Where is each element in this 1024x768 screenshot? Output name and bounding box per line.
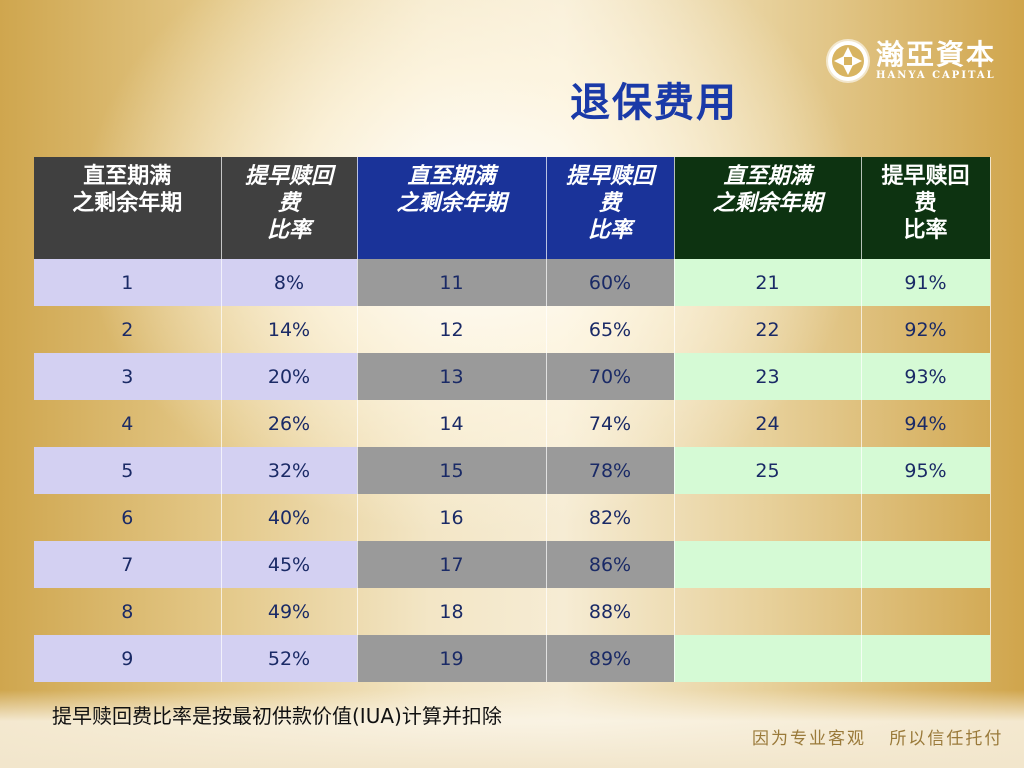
table-cell: 65% [546,306,675,353]
table-cell: 95% [861,447,991,494]
table-cell [861,588,991,635]
table-cell: 14% [221,306,358,353]
logo-name-cn: 瀚亞資本 [876,38,997,71]
table-cell: 5 [34,447,222,494]
table-cell [861,635,991,682]
company-logo: 瀚亞資本 HANYA CAPITAL [828,40,996,81]
table-row: 5 32% 15 78% 25 95% [34,447,991,494]
table-cell: 89% [546,635,675,682]
table-cell: 78% [546,447,675,494]
table-cell: 21 [674,259,862,306]
table-cell: 40% [221,494,358,541]
table-cell: 8% [221,259,358,306]
bottom-band [0,690,1024,768]
table-cell: 26% [221,400,358,447]
table-cell [674,541,862,588]
table-cell: 22 [674,306,862,353]
table-cell: 2 [34,306,222,353]
table-cell: 70% [546,353,675,400]
header-fee-rate-3: 提早赎回 费 比率 [861,157,991,259]
table-cell: 88% [546,588,675,635]
table-cell: 82% [546,494,675,541]
table-cell: 86% [546,541,675,588]
table-cell: 4 [34,400,222,447]
logo-text: 瀚亞資本 HANYA CAPITAL [876,38,997,82]
table-cell: 45% [221,541,358,588]
table-cell [674,494,862,541]
table-cell: 14 [357,400,547,447]
table-cell: 8 [34,588,222,635]
header-fee-rate-2: 提早赎回 费 比率 [546,157,675,259]
table-cell: 24 [674,400,862,447]
table-cell: 17 [357,541,547,588]
table-header-row: 直至期满 之剩余年期 提早赎回 费 比率 直至期满 之剩余年期 提早赎回 费 比… [34,157,991,259]
table-cell: 20% [221,353,358,400]
table-cell [861,494,991,541]
header-fee-rate-1: 提早赎回 费 比率 [221,157,358,259]
table-cell: 12 [357,306,547,353]
table-cell: 91% [861,259,991,306]
header-remaining-years-3: 直至期满 之剩余年期 [674,157,862,259]
table-cell: 1 [34,259,222,306]
table-row: 3 20% 13 70% 23 93% [34,353,991,400]
table-cell: 74% [546,400,675,447]
table-cell: 93% [861,353,991,400]
table-cell: 3 [34,353,222,400]
aperture-logo-icon [828,40,868,81]
table-cell [861,541,991,588]
slogan-part-1: 因为专业客观 [752,729,866,749]
table-cell: 92% [861,306,991,353]
table-cell: 9 [34,635,222,682]
table-cell: 6 [34,494,222,541]
table-cell: 94% [861,400,991,447]
table-cell: 7 [34,541,222,588]
table-cell: 52% [221,635,358,682]
table-cell: 13 [357,353,547,400]
table-cell: 16 [357,494,547,541]
table-row: 4 26% 14 74% 24 94% [34,400,991,447]
table-cell: 23 [674,353,862,400]
table-cell: 60% [546,259,675,306]
table-row: 6 40% 16 82% [34,494,991,541]
table-row: 2 14% 12 65% 22 92% [34,306,991,353]
surrender-fee-table: 直至期满 之剩余年期 提早赎回 费 比率 直至期满 之剩余年期 提早赎回 费 比… [34,157,991,682]
table-row: 9 52% 19 89% [34,635,991,682]
table-cell: 19 [357,635,547,682]
logo-name-en: HANYA CAPITAL [876,70,996,81]
footnote: 提早赎回费比率是按最初供款价值(IUA)计算并扣除 [52,704,502,728]
table-cell: 32% [221,447,358,494]
table-cell: 11 [357,259,547,306]
slogan-part-2: 所以信任托付 [889,729,1004,749]
header-remaining-years-2: 直至期满 之剩余年期 [357,157,547,259]
table-cell [674,588,862,635]
page-title: 退保费用 [570,80,738,126]
table-cell: 18 [357,588,547,635]
table-row: 1 8% 11 60% 21 91% [34,259,991,306]
table-row: 7 45% 17 86% [34,541,991,588]
table-cell [674,635,862,682]
header-remaining-years-1: 直至期满 之剩余年期 [34,157,222,259]
slogan: 因为专业客观 所以信任托付 [752,724,1003,749]
table-cell: 15 [357,447,547,494]
table-cell: 49% [221,588,358,635]
table-row: 8 49% 18 88% [34,588,991,635]
table-cell: 25 [674,447,862,494]
